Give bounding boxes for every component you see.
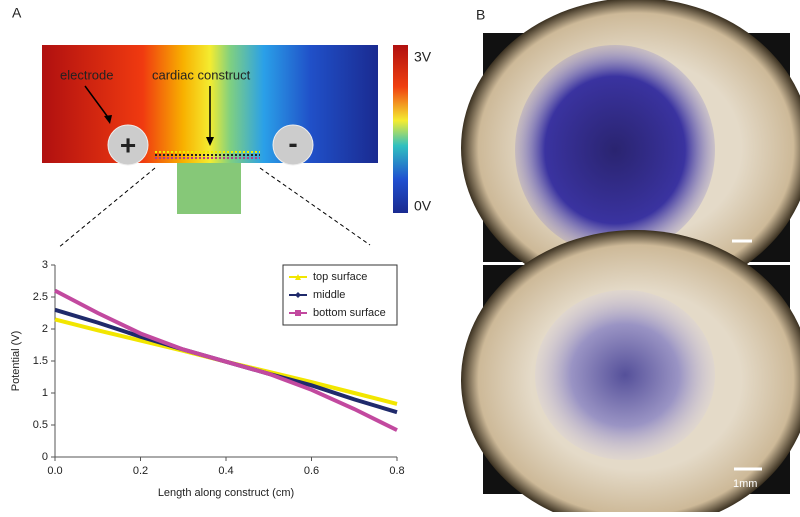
line-chart: 0 0.5 1 1.5 2 2.5 3 0.0 0.2 0.4 0.6 0.8 Length along… <box>10 259 405 499</box>
legend-label: bottom surface <box>313 307 386 319</box>
y-axis-label: Potential (V) <box>10 331 22 392</box>
y-tick-label: 0 <box>42 451 48 463</box>
y-tick-label: 2 <box>42 323 48 335</box>
legend <box>282 264 398 326</box>
zoom-line <box>57 167 156 249</box>
y-tick-label: 2.5 <box>33 291 48 303</box>
x-tick-label: 0.2 <box>133 465 148 477</box>
arrow <box>84 85 111 121</box>
legend-label: top surface <box>313 271 367 283</box>
colorbar-label: 3V <box>414 49 432 65</box>
panel-label: A <box>12 5 22 21</box>
stain <box>535 290 715 460</box>
scale-label: 1mm <box>733 478 757 490</box>
annotation: electrode <box>60 67 113 82</box>
legend-marker <box>295 310 301 316</box>
y-tick-label: 0.5 <box>33 419 48 431</box>
arrowhead <box>104 115 112 124</box>
electrode <box>272 124 314 166</box>
series-line <box>54 288 398 432</box>
x-tick-label: 0.0 <box>47 465 62 477</box>
annotation: cardiac construct <box>152 67 251 82</box>
arrowhead <box>206 137 214 146</box>
zoom-line <box>259 167 371 246</box>
construct-block <box>177 163 241 214</box>
x-tick-label: 0.6 <box>304 465 319 477</box>
legend-marker <box>295 274 301 280</box>
legend-marker <box>295 292 301 298</box>
x-axis-label: Length along construct (cm) <box>158 487 294 499</box>
y-tick-label: 1 <box>42 387 48 399</box>
panel-label: B <box>476 7 485 23</box>
x-tick-label: 0.8 <box>389 465 404 477</box>
colorbar <box>393 45 408 213</box>
electrode-sign: - <box>288 127 297 158</box>
y-tick-label: 3 <box>42 259 48 271</box>
colorbar-label: 0V <box>414 198 432 214</box>
electrode-sign: + <box>120 129 136 160</box>
legend-label: middle <box>313 289 345 301</box>
x-tick-label: 0.4 <box>218 465 233 477</box>
stain <box>515 45 715 255</box>
electrode <box>107 124 149 166</box>
y-tick-label: 1.5 <box>33 355 48 367</box>
